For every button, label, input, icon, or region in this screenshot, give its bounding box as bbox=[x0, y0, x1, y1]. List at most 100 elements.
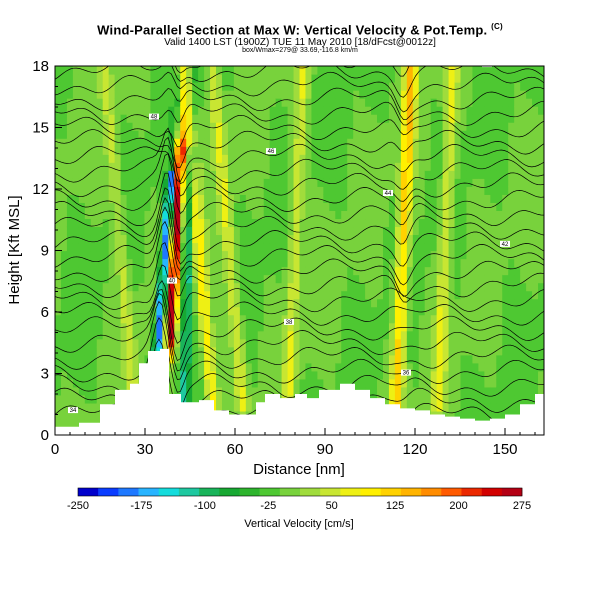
x-tick-label: 120 bbox=[402, 441, 427, 458]
field-cell bbox=[520, 386, 527, 396]
field-cell bbox=[454, 242, 462, 252]
field-cell bbox=[138, 250, 146, 260]
field-cell bbox=[359, 330, 366, 340]
field-cell bbox=[317, 250, 324, 260]
field-cell bbox=[186, 210, 193, 220]
field-cell bbox=[317, 258, 324, 268]
field-cell bbox=[466, 234, 474, 244]
field-cell bbox=[251, 338, 259, 348]
field-cell bbox=[520, 218, 527, 228]
field-cell bbox=[478, 338, 485, 348]
field-cell bbox=[102, 330, 110, 340]
field-cell bbox=[162, 266, 169, 276]
field-cell bbox=[478, 410, 485, 420]
colorbar-swatch bbox=[178, 488, 200, 496]
field-cell bbox=[221, 202, 229, 211]
y-tick-label: 3 bbox=[41, 366, 49, 383]
field-cell bbox=[210, 218, 217, 228]
field-cell bbox=[78, 282, 86, 292]
field-cell bbox=[394, 138, 402, 147]
field-cell bbox=[245, 154, 253, 163]
field-cell bbox=[388, 146, 396, 155]
field-cell bbox=[96, 338, 104, 348]
field-cell bbox=[496, 130, 503, 139]
field-cell bbox=[204, 186, 211, 195]
field-cell bbox=[90, 314, 98, 324]
field-cell bbox=[448, 218, 456, 228]
field-cell bbox=[108, 298, 116, 308]
colorbar-swatch bbox=[98, 488, 119, 496]
field-cell bbox=[394, 66, 402, 75]
field-cell bbox=[150, 226, 157, 236]
field-cell bbox=[532, 194, 539, 203]
field-cell bbox=[78, 354, 86, 364]
field-cell bbox=[120, 354, 128, 364]
field-cell bbox=[520, 354, 527, 364]
field-cell bbox=[466, 138, 474, 147]
field-cell bbox=[442, 66, 450, 75]
field-cell bbox=[144, 186, 152, 195]
field-cell bbox=[60, 122, 68, 131]
field-cell bbox=[108, 154, 116, 163]
field-cell bbox=[257, 82, 265, 91]
field-cell bbox=[72, 282, 80, 292]
field-cell bbox=[454, 114, 462, 123]
field-cell bbox=[436, 178, 444, 187]
field-cell bbox=[442, 170, 450, 179]
x-axis: 0 30 60 90 120 150 bbox=[51, 428, 536, 458]
field-cell bbox=[526, 282, 533, 292]
field-cell bbox=[221, 346, 229, 356]
field-cell bbox=[198, 282, 205, 292]
field-cell bbox=[400, 178, 408, 187]
field-cell bbox=[460, 138, 468, 147]
field-cell bbox=[281, 218, 289, 228]
field-cell bbox=[460, 378, 468, 388]
field-cell bbox=[239, 202, 247, 211]
field-cell bbox=[251, 114, 259, 123]
field-cell bbox=[60, 90, 68, 99]
field-cell bbox=[317, 82, 324, 91]
field-cell bbox=[55, 202, 62, 211]
field-cell bbox=[442, 178, 450, 187]
field-cell bbox=[180, 218, 187, 228]
field-cell bbox=[174, 330, 181, 340]
field-cell bbox=[305, 234, 313, 244]
field-cell bbox=[210, 154, 217, 163]
field-cell bbox=[150, 266, 157, 276]
field-cell bbox=[60, 290, 68, 300]
field-cell bbox=[269, 298, 277, 308]
field-cell bbox=[496, 346, 503, 356]
field-cell bbox=[329, 266, 336, 276]
field-cell bbox=[257, 74, 265, 83]
field-cell bbox=[317, 338, 324, 348]
field-cell bbox=[180, 194, 187, 203]
field-cell bbox=[84, 330, 92, 340]
field-cell bbox=[251, 66, 259, 75]
field-cell bbox=[275, 370, 283, 380]
field-cell bbox=[484, 322, 491, 332]
field-cell bbox=[382, 178, 390, 187]
field-cell bbox=[269, 74, 277, 83]
field-cell bbox=[204, 370, 211, 380]
field-cell bbox=[508, 226, 515, 236]
field-cell bbox=[329, 170, 336, 179]
field-cell bbox=[514, 266, 521, 276]
field-cell bbox=[66, 298, 74, 308]
field-cell bbox=[263, 378, 271, 388]
field-cell bbox=[514, 170, 521, 179]
field-cell bbox=[400, 218, 408, 228]
field-cell bbox=[263, 354, 271, 364]
field-cell bbox=[138, 266, 146, 276]
field-cell bbox=[406, 114, 414, 123]
field-cell bbox=[382, 354, 390, 364]
field-cell bbox=[216, 290, 223, 300]
field-cell bbox=[233, 106, 241, 115]
field-cell bbox=[245, 314, 253, 324]
field-cell bbox=[448, 402, 456, 412]
field-cell bbox=[484, 106, 491, 115]
field-cell bbox=[96, 218, 104, 228]
field-cell bbox=[430, 218, 438, 228]
field-cell bbox=[454, 122, 462, 131]
field-cell bbox=[251, 250, 259, 260]
field-cell bbox=[436, 314, 444, 324]
